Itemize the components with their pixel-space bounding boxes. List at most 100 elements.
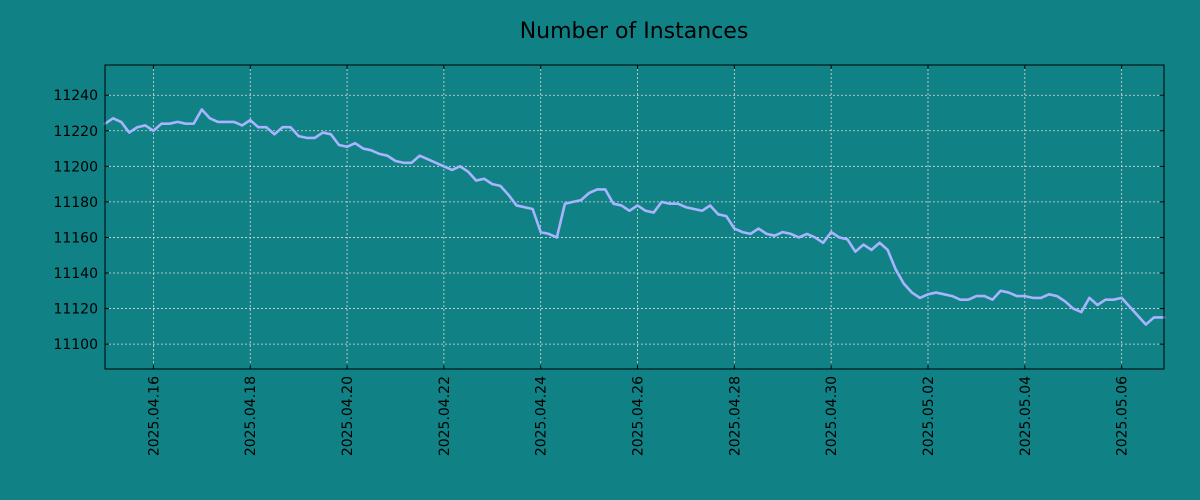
data-point xyxy=(410,161,413,164)
data-point xyxy=(265,126,268,129)
data-point xyxy=(112,117,114,120)
data-point xyxy=(870,248,873,251)
data-point xyxy=(830,231,833,234)
data-point xyxy=(305,136,308,139)
data-point xyxy=(354,142,357,145)
data-point xyxy=(668,202,671,205)
data-point xyxy=(572,200,574,203)
data-point xyxy=(604,188,607,191)
data-point xyxy=(257,126,260,129)
data-point xyxy=(346,145,348,148)
data-point xyxy=(330,133,332,136)
y-tick-label: 11240 xyxy=(53,88,98,104)
data-point xyxy=(693,208,695,210)
data-point xyxy=(919,296,921,299)
data-point xyxy=(168,122,171,125)
data-point xyxy=(281,126,284,129)
data-point xyxy=(1056,295,1058,298)
y-tick-label: 11180 xyxy=(53,195,98,211)
data-point xyxy=(814,236,816,239)
data-point xyxy=(1088,296,1091,299)
x-tick-label: 2025.04.24 xyxy=(534,376,550,456)
x-tick-label: 2025.04.26 xyxy=(631,376,647,456)
chart-title: Number of Instances xyxy=(520,19,749,44)
data-point xyxy=(588,192,591,194)
data-point xyxy=(200,108,203,111)
data-point xyxy=(225,120,227,123)
data-point xyxy=(685,206,687,209)
data-point xyxy=(806,232,808,235)
data-point xyxy=(1104,298,1107,301)
data-point xyxy=(725,215,728,218)
data-point xyxy=(531,208,534,210)
data-point xyxy=(1031,296,1034,299)
data-point xyxy=(418,154,421,157)
data-point xyxy=(475,179,478,182)
data-point xyxy=(491,183,494,186)
data-point xyxy=(862,243,865,246)
y-tick-label: 11100 xyxy=(53,337,98,353)
data-point xyxy=(434,161,437,164)
data-point xyxy=(233,120,236,123)
y-tick-label: 11160 xyxy=(53,230,98,246)
data-point xyxy=(1015,295,1018,298)
data-point xyxy=(1112,298,1115,301)
data-point xyxy=(596,188,599,191)
data-point xyxy=(854,250,857,253)
data-point xyxy=(886,248,889,251)
data-point xyxy=(789,232,792,235)
series-layer xyxy=(103,108,1166,326)
axes xyxy=(104,64,1165,370)
data-point xyxy=(943,293,946,296)
data-point xyxy=(402,161,405,164)
data-point xyxy=(564,202,566,205)
data-point xyxy=(983,295,986,298)
data-point xyxy=(539,231,542,234)
data-point xyxy=(717,213,720,216)
data-point xyxy=(144,124,147,127)
data-point xyxy=(426,158,429,161)
data-point xyxy=(660,200,663,203)
data-point xyxy=(192,122,195,125)
data-point xyxy=(555,236,558,239)
data-point xyxy=(636,204,639,207)
data-point xyxy=(612,202,615,205)
data-point xyxy=(644,209,647,212)
data-point xyxy=(515,204,518,207)
data-point xyxy=(394,160,397,162)
data-point xyxy=(1153,316,1155,319)
x-tick-label: 2025.04.22 xyxy=(437,376,453,456)
data-point xyxy=(951,295,954,298)
data-point xyxy=(313,136,316,139)
data-point xyxy=(241,124,244,127)
data-point xyxy=(128,131,131,134)
x-tick-label: 2025.05.02 xyxy=(921,376,937,456)
data-point xyxy=(927,293,929,296)
data-point xyxy=(846,238,849,241)
data-point xyxy=(773,234,776,237)
data-point xyxy=(1120,296,1123,299)
data-point xyxy=(160,122,163,125)
data-point xyxy=(378,152,381,155)
x-tick-label: 2025.04.20 xyxy=(340,376,356,456)
data-point xyxy=(321,131,324,134)
data-point xyxy=(523,206,526,209)
data-point xyxy=(1048,293,1050,296)
data-point xyxy=(798,236,800,239)
data-point xyxy=(1128,305,1131,308)
data-point xyxy=(991,298,994,301)
data-point xyxy=(547,232,550,235)
data-point xyxy=(1080,311,1083,314)
data-point xyxy=(208,117,211,120)
data-point xyxy=(459,165,461,168)
x-tick-label: 2025.04.30 xyxy=(824,376,840,456)
data-point xyxy=(1007,291,1010,294)
y-tick-label: 11120 xyxy=(53,302,98,318)
data-point xyxy=(1144,323,1147,326)
data-point xyxy=(822,241,824,244)
data-point xyxy=(1136,314,1139,317)
data-point xyxy=(701,209,703,212)
data-point xyxy=(176,120,179,123)
data-point xyxy=(297,135,300,138)
